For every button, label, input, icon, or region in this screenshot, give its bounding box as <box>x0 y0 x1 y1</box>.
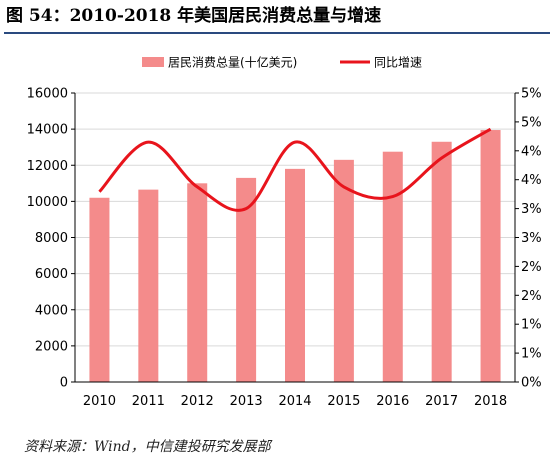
right-tick-label: 5% <box>521 87 542 102</box>
right-tick-label: 0% <box>521 376 542 391</box>
right-tick-label: 3% <box>521 231 542 246</box>
bar-2018 <box>480 130 501 382</box>
left-tick-label: 4000 <box>35 303 68 318</box>
x-tick-label: 2011 <box>132 394 165 409</box>
growth-line <box>98 127 492 212</box>
line-series <box>98 127 492 212</box>
bar-2014 <box>285 168 305 382</box>
bar-2016 <box>382 151 403 382</box>
right-tick-label: 1% <box>521 318 542 333</box>
left-tick-label: 10000 <box>27 195 68 210</box>
left-tick-label: 6000 <box>35 267 68 282</box>
x-tick-label: 2010 <box>83 394 116 409</box>
legend: 居民消费总量(十亿美元) 同比增速 <box>142 55 422 70</box>
figure-title: 图 54：2010-2018 年美国居民消费总量与增速 <box>6 6 382 26</box>
x-tick-label: 2014 <box>278 394 311 409</box>
bar-series <box>89 130 501 382</box>
right-tick-label: 3% <box>521 202 542 217</box>
left-tick-label: 14000 <box>27 123 68 138</box>
bar-2012 <box>187 183 208 382</box>
x-tick-label: 2013 <box>230 394 263 409</box>
right-tick-label: 1% <box>521 347 542 362</box>
right-tick-label: 5% <box>521 115 542 130</box>
left-axis-ticks: 0 2000 4000 6000 8000 10000 12000 14000 16000 <box>27 87 75 391</box>
legend-bar-swatch <box>142 57 164 67</box>
x-tick-label: 2016 <box>376 394 409 409</box>
left-tick-label: 8000 <box>35 231 68 246</box>
source-note: 资料来源：Wind，中信建投研究发展部 <box>24 439 271 455</box>
left-tick-label: 2000 <box>35 339 68 354</box>
bar-2017 <box>431 141 452 382</box>
bar-2011 <box>138 189 159 382</box>
left-tick-label: 16000 <box>27 87 68 102</box>
right-tick-label: 4% <box>521 144 542 159</box>
bar-2010 <box>89 197 110 382</box>
right-tick-label: 2% <box>521 289 542 304</box>
x-tick-label: 2018 <box>474 394 507 409</box>
right-axis-ticks: 0% 1% 1% 2% 2% 3% 3% 4% 4% 5% 5% <box>515 87 542 391</box>
right-tick-label: 4% <box>521 173 542 188</box>
left-tick-label: 0 <box>60 376 68 391</box>
x-tick-label: 2017 <box>425 394 458 409</box>
title-divider <box>4 32 550 34</box>
x-tick-label: 2015 <box>327 394 360 409</box>
bar-2015 <box>333 159 354 382</box>
left-tick-label: 12000 <box>27 159 68 174</box>
legend-bar-label: 居民消费总量(十亿美元) <box>168 55 297 70</box>
x-tick-label: 2012 <box>181 394 214 409</box>
legend-line-label: 同比增速 <box>374 56 422 70</box>
right-tick-label: 2% <box>521 260 542 275</box>
x-axis-ticks: 2010 2011 2012 2013 2014 2015 2016 2017 2018 <box>83 394 507 409</box>
bar-2013 <box>236 177 257 382</box>
